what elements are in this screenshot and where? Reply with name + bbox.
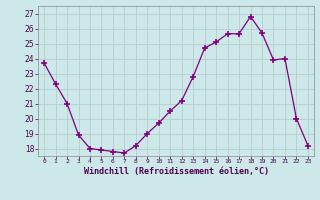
X-axis label: Windchill (Refroidissement éolien,°C): Windchill (Refroidissement éolien,°C) (84, 167, 268, 176)
